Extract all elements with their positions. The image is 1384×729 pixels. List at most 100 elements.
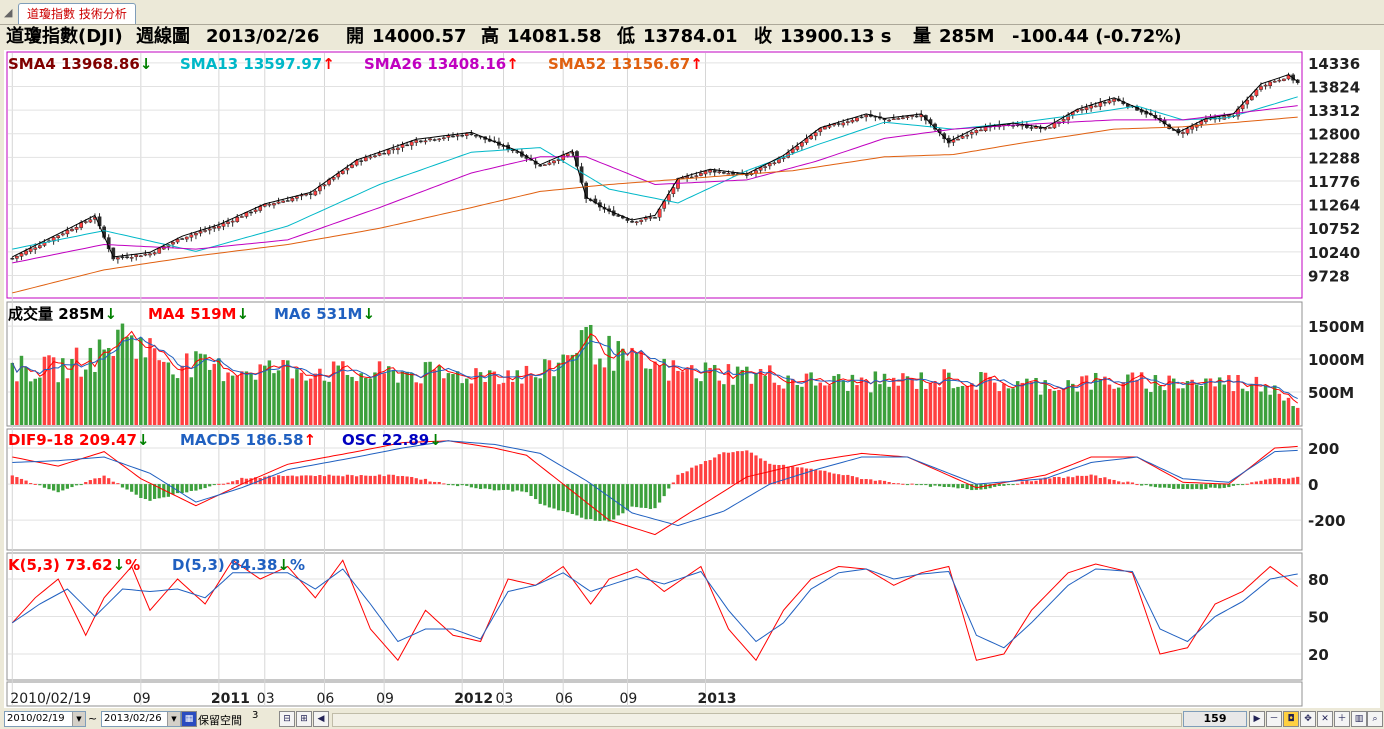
volume-bar xyxy=(607,335,611,425)
technical-chart[interactable]: 2010/02/19 09 2011 03 06 09 2012 03 06 09 20131433… xyxy=(0,50,1384,709)
volume-bar xyxy=(189,377,194,425)
volume-bar xyxy=(947,372,951,425)
volume-bar xyxy=(184,353,189,425)
candle-body xyxy=(469,133,474,136)
osc-bar xyxy=(1140,484,1144,486)
osc-bar xyxy=(1245,483,1249,485)
volume-bar xyxy=(1089,389,1093,425)
volume-bar xyxy=(648,368,653,425)
volume-bar xyxy=(1135,379,1139,425)
volume-bar xyxy=(1194,384,1199,425)
volume-bar xyxy=(823,385,827,425)
arrow-down-icon: ↓ xyxy=(140,55,153,73)
tab-scroll-icon[interactable]: ◢ xyxy=(4,6,13,19)
zoom-in-icon[interactable]: ＋ xyxy=(1334,711,1350,727)
volume-bar xyxy=(295,369,299,425)
volume-bar xyxy=(662,358,666,425)
volume-bar xyxy=(919,372,924,425)
osc-bar xyxy=(515,484,519,491)
volume-bar xyxy=(65,378,70,425)
bar-chart-icon[interactable]: ▥ xyxy=(1351,711,1367,727)
osc-bar xyxy=(61,484,65,491)
volume-bar xyxy=(1222,384,1226,425)
lock-icon[interactable]: ◘ xyxy=(1283,711,1299,727)
candle-body xyxy=(813,132,818,137)
volume-bar xyxy=(1204,378,1208,425)
price-tick-label: 10752 xyxy=(1308,220,1360,238)
time-scrollbar[interactable] xyxy=(332,713,1182,727)
volume-panel-frame xyxy=(6,301,1303,427)
volume-bar xyxy=(1139,372,1144,425)
chevron-down-icon[interactable]: ▼ xyxy=(72,712,85,726)
macd-tick-label: 0 xyxy=(1308,476,1318,494)
osc-bar xyxy=(364,475,368,485)
osc-bar xyxy=(1089,474,1093,485)
volume-bar xyxy=(1006,388,1011,425)
volume-bar xyxy=(253,379,258,425)
osc-bar xyxy=(1296,476,1300,485)
volume-bar xyxy=(602,367,607,425)
osc-bar xyxy=(171,484,175,495)
volume-bar xyxy=(162,361,166,425)
candle-body xyxy=(859,116,864,119)
volume-bar xyxy=(1162,390,1167,425)
candle-body xyxy=(230,220,235,223)
volume-bar xyxy=(809,372,813,425)
price-legend-1: SMA13 13597.97↑ xyxy=(180,55,335,73)
search-icon[interactable]: ⌕ xyxy=(1367,711,1383,727)
volume-bar xyxy=(226,372,230,425)
volume-bar xyxy=(442,378,446,425)
volume-bar xyxy=(901,373,905,425)
volume-bar xyxy=(1250,384,1254,425)
candle-body xyxy=(1029,127,1034,129)
decrease-space-icon[interactable]: ⊟ xyxy=(279,711,295,727)
osc-bar xyxy=(1213,484,1217,488)
osc-bar xyxy=(910,483,914,485)
scroll-left-icon[interactable]: ◀ xyxy=(313,711,329,727)
candle-body xyxy=(818,128,823,133)
osc-bar xyxy=(1117,481,1121,485)
fit-icon[interactable]: ✥ xyxy=(1300,711,1316,727)
candle-body xyxy=(396,147,400,151)
candle-body xyxy=(285,200,290,202)
end-date-select[interactable]: 2013/02/26 ▼ xyxy=(101,711,181,727)
candle-body xyxy=(547,162,552,165)
volume-bar xyxy=(859,377,864,425)
volume-bar xyxy=(960,385,965,425)
chevron-down-icon[interactable]: ▼ xyxy=(167,712,180,726)
tab-technical-analysis[interactable]: 道瓊指數 技術分析 xyxy=(18,3,136,24)
volume-bar xyxy=(1263,385,1268,425)
macd-tick-label: -200 xyxy=(1308,512,1346,530)
osc-bar xyxy=(1107,479,1112,485)
zoom-out-icon[interactable]: － xyxy=(1266,711,1282,727)
volume-bar xyxy=(1227,375,1231,425)
volume-bar xyxy=(446,373,451,425)
volume-bar xyxy=(1172,378,1176,425)
candle-body xyxy=(363,157,368,162)
volume-bar xyxy=(588,324,593,425)
reserve-space-icon[interactable]: ▦ xyxy=(181,711,197,727)
volume-bar xyxy=(689,365,694,425)
volume-bar xyxy=(841,380,845,425)
volume-bar xyxy=(1112,388,1116,425)
volume-tick-label: 1000M xyxy=(1308,351,1365,369)
start-date-select[interactable]: 2010/02/19 ▼ xyxy=(4,711,86,727)
osc-bar xyxy=(368,475,372,485)
scroll-right-icon[interactable]: ▶ xyxy=(1249,711,1265,727)
candle-body xyxy=(845,121,850,123)
osc-bar xyxy=(859,479,864,485)
x-tick-label: 2010/02/19 xyxy=(10,691,91,707)
candle-body xyxy=(198,231,203,234)
osc-bar xyxy=(189,484,193,491)
cross-icon[interactable]: ✕ xyxy=(1317,711,1333,727)
candle-body xyxy=(905,116,910,118)
bars-count-box[interactable]: 159 xyxy=(1183,711,1247,727)
osc-bar xyxy=(203,484,207,489)
osc-bar xyxy=(786,466,790,485)
volume-bar xyxy=(396,382,400,425)
candle-body xyxy=(974,130,979,134)
osc-bar xyxy=(1250,482,1254,485)
volume-bar xyxy=(221,381,226,425)
candle-body xyxy=(703,171,708,175)
increase-space-icon[interactable]: ⊞ xyxy=(296,711,312,727)
